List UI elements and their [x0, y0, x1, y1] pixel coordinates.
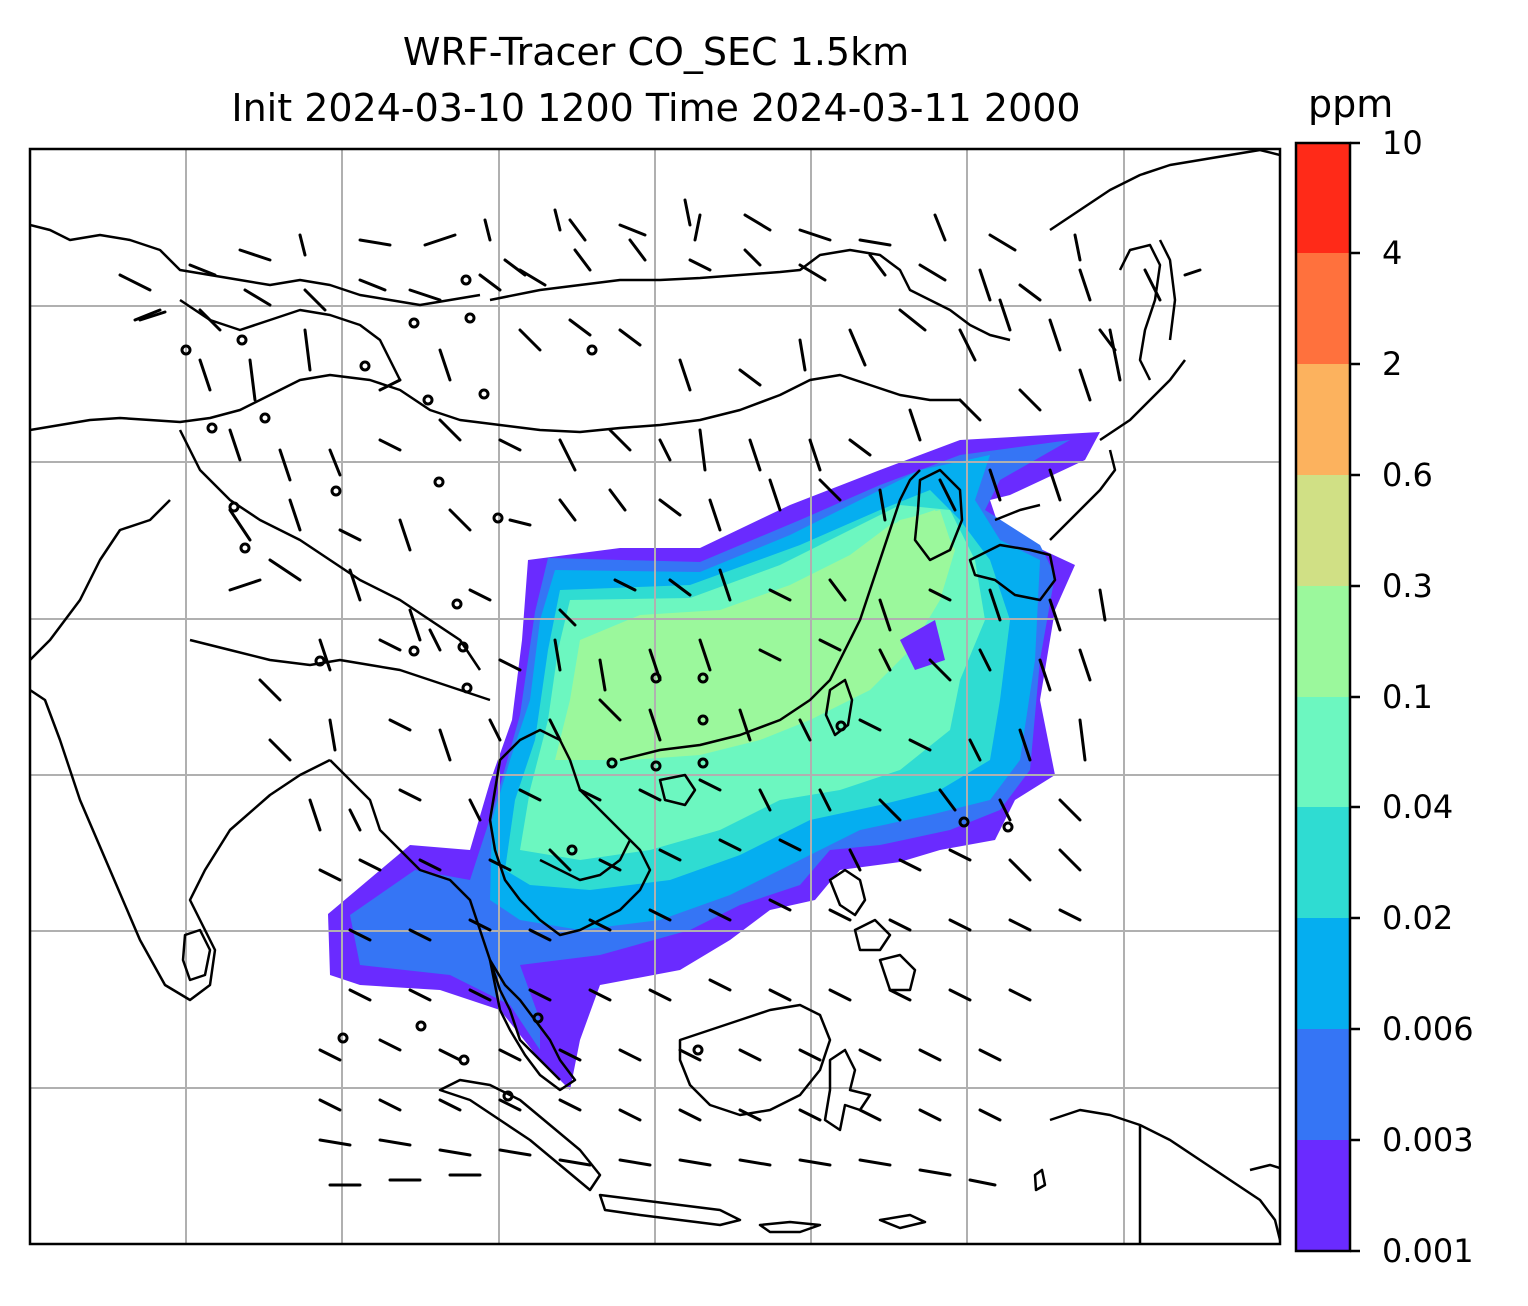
colorbar-tick-label: 0.001	[1382, 1232, 1474, 1270]
colorbar-tick-label: 0.3	[1382, 567, 1433, 605]
colorbar-segment-0	[1296, 1140, 1350, 1251]
colorbar-segment-2	[1296, 918, 1350, 1029]
colorbar-unit-label: ppm	[1308, 82, 1394, 126]
colorbar-tick-label: 0.02	[1382, 899, 1454, 937]
colorbar-segment-9	[1296, 143, 1350, 253]
colorbar-tick-label: 10	[1382, 124, 1423, 162]
colorbar-segment-1	[1296, 1029, 1350, 1140]
map-title-line1: WRF-Tracer CO_SEC 1.5km	[402, 30, 910, 74]
colorbar-segment-6	[1296, 475, 1350, 586]
tracer-shading	[328, 432, 1100, 1090]
colorbar-segment-8	[1296, 253, 1350, 364]
colorbar-tick-label: 0.6	[1382, 456, 1433, 494]
colorbar-segment-4	[1296, 697, 1350, 807]
gridlines	[30, 149, 1280, 1244]
map-frame	[28, 147, 1282, 1246]
colorbar-segment-5	[1296, 586, 1350, 697]
colorbar-segment-3	[1296, 807, 1350, 918]
colorbar-tick-label: 4	[1382, 234, 1403, 272]
coastlines	[30, 149, 1280, 1244]
map-title-line2: Init 2024-03-10 1200 Time 2024-03-11 200…	[231, 86, 1081, 130]
colorbar-ticks	[1350, 141, 1360, 1253]
wind-barbs	[118, 198, 1202, 1187]
calm-wind-markers	[180, 274, 1014, 1102]
colorbar-segment-7	[1296, 364, 1350, 475]
colorbar-tick-label: 2	[1382, 345, 1403, 383]
colorbar-tick-label: 0.1	[1382, 678, 1433, 716]
colorbar-tick-label: 0.003	[1382, 1121, 1474, 1159]
colorbar-tick-label: 0.006	[1382, 1010, 1474, 1048]
colorbar-tick-label: 0.04	[1382, 788, 1454, 826]
colorbar	[1294, 141, 1360, 1253]
